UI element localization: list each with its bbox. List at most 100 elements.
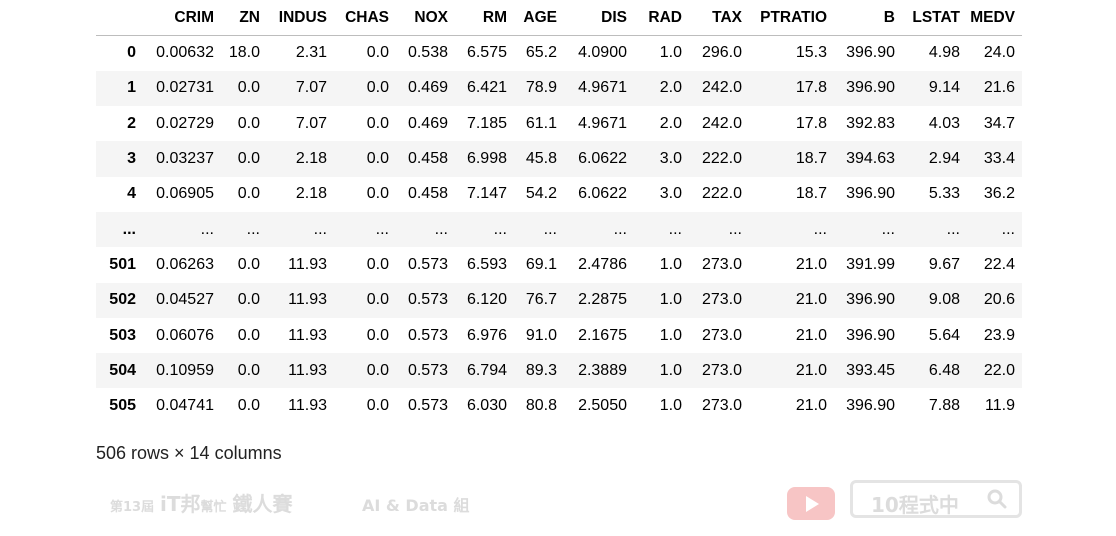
- youtube-play-icon: [787, 487, 835, 520]
- table-cell: 0.0: [366, 44, 389, 62]
- table-body: 0 0.00632 18.0 2.31 0.0 0.538 6.575 65.2 4.0900 1…: [96, 36, 1022, 424]
- table-cell: 0.458: [407, 150, 448, 168]
- table-cell: 11.9: [985, 397, 1015, 415]
- table-row: 1 0.02731 0.0 7.07 0.0 0.469 6.421 78.9 4.9671 2.…: [96, 70, 1022, 107]
- column-header: LSTAT: [902, 0, 967, 36]
- index-header: [96, 0, 143, 36]
- column-header: INDUS: [267, 0, 334, 36]
- dataframe-output: CRIM ZN INDUS CHAS NOX RM AGE DIS RAD TAX PTRATIO B…: [96, 0, 1022, 424]
- table-cell: 0.06905: [156, 185, 214, 203]
- table-cell: 20.6: [983, 291, 1015, 309]
- table-cell: 0.04741: [156, 397, 214, 415]
- ironman-watermark: 第13屆 iT邦幫忙 鐵人賽: [110, 488, 292, 517]
- table-cell: 0.469: [407, 79, 448, 97]
- table-cell: ...: [200, 220, 214, 238]
- table-cell: ...: [1001, 220, 1015, 238]
- table-cell: 222.0: [701, 150, 742, 168]
- table-cell: 0.469: [407, 114, 448, 132]
- table-cell: 0.00632: [156, 44, 214, 62]
- table-row: 501 0.06263 0.0 11.93 0.0 0.573 6.593 69.1 2.478…: [96, 247, 1022, 282]
- table-cell: 4.03: [928, 114, 960, 132]
- table-cell: 1.0: [659, 397, 682, 415]
- table-cell: 396.90: [846, 397, 895, 415]
- table-cell: 0.0: [237, 150, 260, 168]
- table-cell: 4.0900: [578, 44, 627, 62]
- row-index: 502: [109, 291, 136, 309]
- table-cell: 65.2: [525, 44, 557, 62]
- column-header: RM: [455, 0, 514, 36]
- table-cell: 6.0622: [578, 185, 627, 203]
- table-cell: 18.7: [795, 150, 827, 168]
- table-row: 2 0.02729 0.0 7.07 0.0 0.469 7.185 61.1 4.9671 2.…: [96, 106, 1022, 141]
- table-cell: 0.0: [366, 114, 389, 132]
- table-cell: 1.0: [659, 44, 682, 62]
- table-cell: 0.06076: [156, 326, 214, 344]
- row-index: 0: [127, 44, 136, 62]
- table-cell: 6.998: [466, 150, 507, 168]
- table-cell: 4.9671: [578, 79, 627, 97]
- column-header: TAX: [689, 0, 749, 36]
- watermark-event: 鐵人賽: [232, 492, 293, 516]
- table-cell: 17.8: [795, 114, 827, 132]
- table-cell: 396.90: [846, 79, 895, 97]
- column-header: NOX: [396, 0, 455, 36]
- table-cell: 33.4: [983, 150, 1015, 168]
- table-cell: 36.2: [983, 185, 1015, 203]
- table-cell: 2.18: [295, 185, 327, 203]
- table-cell: 0.0: [237, 114, 260, 132]
- table-header: CRIM ZN INDUS CHAS NOX RM AGE DIS RAD TAX PTRATIO B…: [96, 0, 1022, 36]
- table-cell: 396.90: [846, 291, 895, 309]
- table-cell: 0.06263: [156, 255, 214, 273]
- row-index: ...: [122, 220, 136, 238]
- column-header: PTRATIO: [749, 0, 834, 36]
- table-cell: ...: [543, 220, 557, 238]
- table-cell: 5.64: [928, 326, 960, 344]
- table-row: 504 0.10959 0.0 11.93 0.0 0.573 6.794 89.3 2.388…: [96, 353, 1022, 389]
- table-cell: 391.99: [846, 255, 895, 273]
- table-cell: 0.573: [407, 291, 448, 309]
- table-cell: 6.593: [466, 255, 507, 273]
- table-cell: 242.0: [701, 114, 742, 132]
- table-cell: 0.02731: [156, 79, 214, 97]
- table-cell: 0.04527: [156, 291, 214, 309]
- table-cell: 91.0: [525, 326, 557, 344]
- table-cell: 2.3889: [578, 361, 627, 379]
- table-cell: 6.575: [466, 44, 507, 62]
- column-header: DIS: [564, 0, 634, 36]
- watermark-edition: 第13屆: [110, 500, 155, 515]
- watermark-group: AI & Data 組: [362, 496, 470, 515]
- table-cell: 0.0: [366, 150, 389, 168]
- table-cell: 2.5050: [578, 397, 627, 415]
- table-cell: 273.0: [701, 326, 742, 344]
- table-cell: 1.0: [659, 326, 682, 344]
- table-cell: 76.7: [525, 291, 557, 309]
- table-cell: 4.9671: [578, 114, 627, 132]
- table-cell: 0.0: [237, 361, 260, 379]
- table-row: 3 0.03237 0.0 2.18 0.0 0.458 6.998 45.8 6.0622 3.…: [96, 141, 1022, 177]
- table-cell: 393.45: [846, 361, 895, 379]
- watermark-brand-small: 幫忙: [200, 500, 227, 515]
- table-cell: 0.0: [237, 326, 260, 344]
- table-cell: 1.0: [659, 291, 682, 309]
- table-cell: ...: [813, 220, 827, 238]
- table-cell: 2.94: [928, 150, 960, 168]
- table-cell: 45.8: [525, 150, 557, 168]
- table-cell: 2.31: [295, 44, 327, 62]
- table-cell: ...: [728, 220, 742, 238]
- table-cell: 6.120: [466, 291, 507, 309]
- table-cell: 23.9: [983, 326, 1015, 344]
- table-cell: 0.0: [366, 185, 389, 203]
- column-header: AGE: [514, 0, 564, 36]
- table-cell: 69.1: [525, 255, 557, 273]
- table-cell: 0.0: [237, 291, 260, 309]
- table-cell: 0.0: [366, 361, 389, 379]
- table-cell: 222.0: [701, 185, 742, 203]
- table-cell: 273.0: [701, 397, 742, 415]
- table-cell: 7.07: [295, 79, 327, 97]
- column-header: MEDV: [967, 0, 1022, 36]
- table-cell: 394.63: [846, 150, 895, 168]
- column-header: CHAS: [334, 0, 396, 36]
- table-cell: 392.83: [846, 114, 895, 132]
- table-cell: 396.90: [846, 326, 895, 344]
- table-cell: 78.9: [525, 79, 557, 97]
